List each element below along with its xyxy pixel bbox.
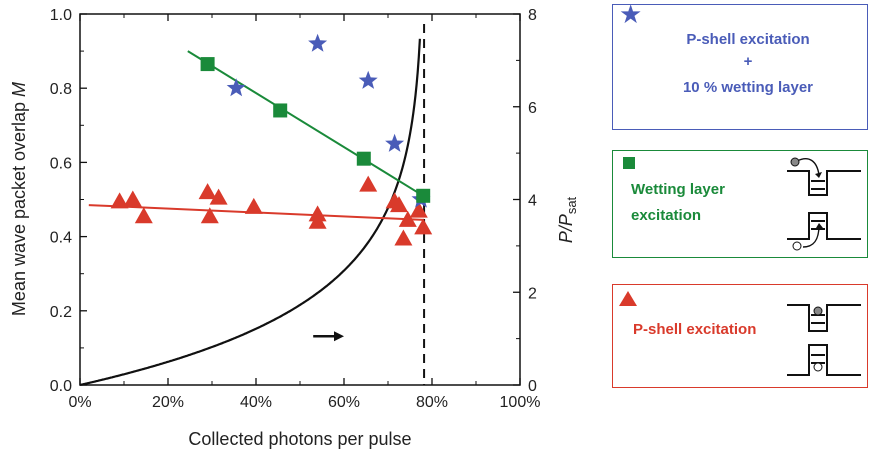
data-point-star (385, 133, 405, 152)
right-axis-arrow-head (334, 331, 344, 342)
x-tick-label: 80% (416, 394, 448, 411)
data-point-triangle (200, 207, 219, 224)
y2-tick-label: 2 (528, 285, 537, 302)
data-point-square (273, 103, 288, 118)
data-point-triangle (110, 192, 129, 209)
x-tick-label: 40% (240, 394, 272, 411)
data-point-triangle (308, 212, 327, 229)
y-tick-label: 1.0 (50, 7, 72, 24)
data-point-triangle (398, 210, 417, 227)
y2-tick-label: 4 (528, 193, 537, 210)
data-point-square (416, 188, 431, 203)
legend-label-blue-line1: P-shell excitation (686, 31, 810, 48)
y2-axis-label-main: P/P (556, 214, 576, 243)
y2-axis-label-sub: sat (564, 196, 579, 214)
data-point-star (358, 70, 378, 89)
data-point-triangle (359, 175, 378, 192)
y-tick-label: 0.2 (50, 304, 72, 321)
legend-label-blue-line2: + (743, 53, 753, 70)
data-point-triangle (198, 183, 217, 200)
y-tick-label: 0.4 (50, 230, 72, 247)
data-point-triangle (394, 229, 413, 246)
y-axis-label-text: Mean wave packet overlap (9, 102, 29, 316)
y-tick-label: 0.6 (50, 155, 72, 172)
data-point-triangle (209, 188, 228, 205)
legend-label-red: P-shell excitation (633, 321, 757, 338)
legend-label-green-line2: excitation (631, 207, 702, 224)
legend-box-blue: ★ P-shell excitation + 10 % wetting laye… (612, 0, 868, 130)
y2-tick-label: 8 (528, 7, 537, 24)
data-point-triangle (244, 197, 263, 214)
x-tick-label: 20% (152, 394, 184, 411)
y2-tick-label: 0 (528, 378, 537, 395)
data-point-triangle (123, 190, 142, 207)
data-point-triangle (134, 207, 153, 224)
fit-line-square (187, 50, 424, 197)
y-tick-label: 0.0 (50, 378, 72, 395)
legend-label-green-line1: Wetting layer (631, 181, 725, 198)
x-tick-label: 100% (500, 394, 541, 411)
p-shell-band-diagram-icon (787, 304, 861, 376)
data-point-triangle (414, 218, 433, 235)
x-axis-label: Collected photons per pulse (188, 429, 411, 449)
data-point-square (200, 57, 215, 72)
y-axis-label: Mean wave packet overlap M (9, 82, 29, 316)
x-tick-label: 60% (328, 394, 360, 411)
data-point-square (356, 151, 371, 166)
plot-frame (79, 13, 521, 386)
data-point-triangle (390, 196, 408, 213)
legend-label-blue-line3: 10 % wetting layer (682, 79, 814, 96)
y2-tick-label: 6 (528, 100, 537, 117)
data-point-star (308, 33, 328, 52)
wetting-layer-band-diagram-icon (787, 157, 861, 251)
legend-box-red: P-shell excitation (612, 284, 868, 388)
y-axis-label-symbol: M (9, 82, 29, 97)
data-point-triangle (409, 201, 428, 218)
data-point-star (226, 78, 246, 97)
saturation-curve (79, 38, 421, 387)
legend-square-icon (623, 157, 635, 169)
legend-star-icon: ★ (619, 0, 643, 29)
y-tick-label: 0.8 (50, 81, 72, 98)
legend-triangle-icon (619, 291, 637, 306)
x-tick-label: 0% (68, 394, 91, 411)
legend-box-green: Wetting layer excitation (612, 150, 868, 258)
y2-axis-label: P/Psat (556, 196, 579, 243)
